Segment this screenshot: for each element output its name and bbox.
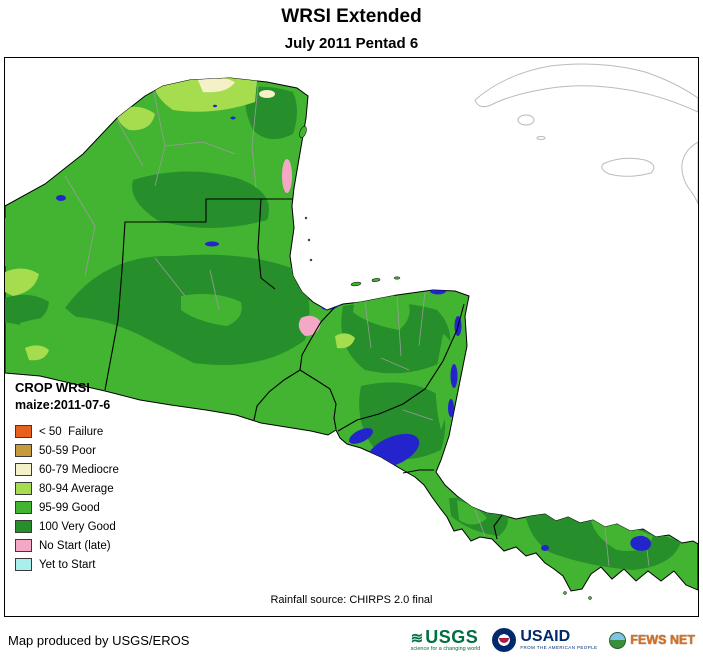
legend-label: Yet to Start <box>39 558 96 571</box>
legend-label: No Start (late) <box>39 539 111 552</box>
usgs-tagline: science for a changing world <box>410 645 481 652</box>
legend-items: < 50 Failure 50-59 Poor 60-79 Mediocre 8… <box>15 422 119 574</box>
header: WRSI Extended July 2011 Pentad 6 <box>0 0 703 52</box>
logos: ≋ USGS science for a changing world USAI… <box>411 628 695 653</box>
central-america-wrsi-map <box>5 63 698 600</box>
legend-label: < 50 Failure <box>39 425 104 438</box>
isla-juventud-outline <box>517 114 535 126</box>
wrsi-mediocre-regions <box>197 78 275 98</box>
legend-swatch-failure <box>15 425 32 438</box>
usgs-wave-icon: ≋ <box>410 629 424 647</box>
cozumel-island <box>299 126 307 138</box>
bay-island <box>393 276 401 280</box>
legend-label: 60-79 Mediocre <box>39 463 119 476</box>
bay-island <box>371 278 381 282</box>
legend-item-average: 80-94 Average <box>15 479 119 498</box>
legend-item-very-good: 100 Very Good <box>15 517 119 536</box>
legend-swatch-mediocre <box>15 463 32 476</box>
usaid-wordmark: USAID <box>520 628 571 646</box>
legend-swatch-no-start <box>15 539 32 552</box>
cuba-outline <box>474 63 698 113</box>
lake-peten-itza <box>205 241 219 247</box>
page-title: WRSI Extended <box>281 6 422 27</box>
globe-icon <box>609 631 627 649</box>
hispaniola-outline <box>681 141 698 205</box>
fewsnet-wordmark: FEWS NET <box>630 633 695 647</box>
gatun-lake <box>630 535 652 551</box>
nicaragua-costarica-border <box>402 469 434 474</box>
islands <box>299 126 592 600</box>
neighbor-island-outlines <box>474 63 698 205</box>
caratasca-lagoon <box>430 287 446 295</box>
rainfall-source-note: Rainfall source: CHIRPS 2.0 final <box>270 594 433 606</box>
usgs-logo: ≋ USGS science for a changing world <box>411 628 481 653</box>
usaid-logo: USAID FROM THE AMERICAN PEOPLE <box>492 628 597 652</box>
page-subtitle: July 2011 Pentad 6 <box>284 35 419 52</box>
bay-island <box>350 281 362 287</box>
country-borders <box>104 198 503 540</box>
legend-label: 95-99 Good <box>39 501 100 514</box>
lake-managua <box>349 428 373 444</box>
legend-item-failure: < 50 Failure <box>15 422 119 441</box>
legend-swatch-average <box>15 482 32 495</box>
legend-title: CROP WRSI <box>15 380 90 395</box>
honduras-nicaragua-border <box>337 303 465 432</box>
legend-swatch-poor <box>15 444 32 457</box>
legend-swatch-good <box>15 501 32 514</box>
admin-boundaries <box>64 85 650 567</box>
wrsi-good-regions <box>5 214 653 552</box>
legend-label: 100 Very Good <box>39 520 116 533</box>
footer: Map produced by USGS/EROS ≋ USGS science… <box>0 622 703 658</box>
costarica-panama-border <box>493 514 503 540</box>
usaid-seal-icon <box>492 628 517 652</box>
map-frame: CROP WRSI maize:2011-07-6 < 50 Failure 5… <box>4 57 699 617</box>
legend-item-no-start: No Start (late) <box>15 536 119 555</box>
land-cover <box>5 78 681 570</box>
legend-item-good: 95-99 Good <box>15 498 119 517</box>
mexico-guatemala-border <box>104 198 293 391</box>
legend-item-poor: 50-59 Poor <box>15 441 119 460</box>
elsalvador-honduras-border <box>299 369 337 430</box>
legend-swatch-yet-to-start <box>15 558 32 571</box>
legend-item-mediocre: 60-79 Mediocre <box>15 460 119 479</box>
belize-guatemala-border <box>257 198 276 290</box>
map-legend: CROP WRSI maize:2011-07-6 < 50 Failure 5… <box>15 380 119 574</box>
map-credit: Map produced by USGS/EROS <box>8 632 190 648</box>
legend-subtitle: maize:2011-07-6 <box>15 398 111 412</box>
usaid-tagline: FROM THE AMERICAN PEOPLE <box>520 645 598 651</box>
guatemala-elsalvador-border <box>253 369 301 421</box>
legend-label: 50-59 Poor <box>39 444 96 457</box>
jamaica-outline <box>601 157 655 177</box>
fewsnet-logo: FEWS NET <box>609 631 695 649</box>
usgs-wordmark: USGS <box>425 626 479 647</box>
legend-label: 80-94 Average <box>39 482 114 495</box>
legend-item-yet-to-start: Yet to Start <box>15 555 119 574</box>
guatemala-honduras-border <box>299 306 336 371</box>
cayman-outline <box>536 136 546 140</box>
legend-swatch-very-good <box>15 520 32 533</box>
